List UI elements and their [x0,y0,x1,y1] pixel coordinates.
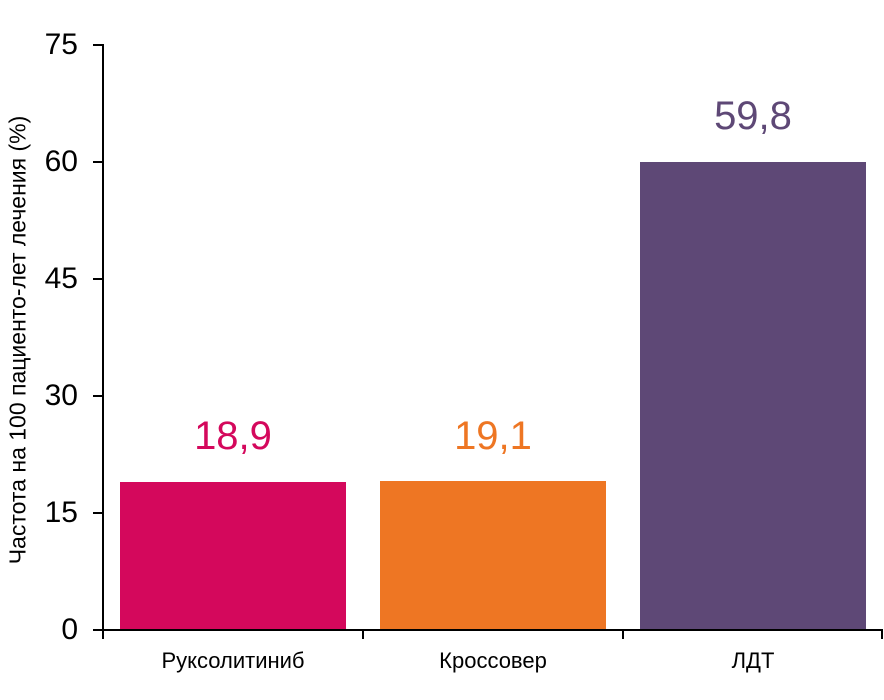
x-tick [881,629,883,639]
y-axis-title: Частота на 100 пациенто-лет лечения (%) [4,115,31,565]
category-label-ldt: ЛДТ [731,648,775,673]
y-tick-15 [93,512,103,514]
bar-ruxolitinib [120,482,346,629]
y-tick-label-30: 30 [44,379,78,412]
category-label-crossover: Кроссовер [439,648,547,673]
bar-ldt [640,162,866,629]
x-axis-line [93,629,883,631]
category-label-ruxolitinib: Руксолитиниб [161,648,305,673]
y-tick-label-0: 0 [61,613,78,646]
x-tick [362,629,364,639]
y-tick-label-75: 75 [44,28,78,61]
y-tick-label-60: 60 [44,145,78,178]
value-label-crossover: 19,1 [454,414,532,458]
x-tick [622,629,624,639]
bar-crossover [380,481,606,629]
value-label-ruxolitinib: 18,9 [194,414,272,458]
y-tick-label-15: 15 [44,496,78,529]
x-tick [102,629,104,639]
y-tick-60 [93,161,103,163]
y-tick-0 [93,629,103,631]
y-axis-line [102,44,104,631]
y-tick-75 [93,44,103,46]
y-tick-45 [93,278,103,280]
y-tick-30 [93,395,103,397]
y-tick-label-45: 45 [44,262,78,295]
value-label-ldt: 59,8 [714,94,792,138]
